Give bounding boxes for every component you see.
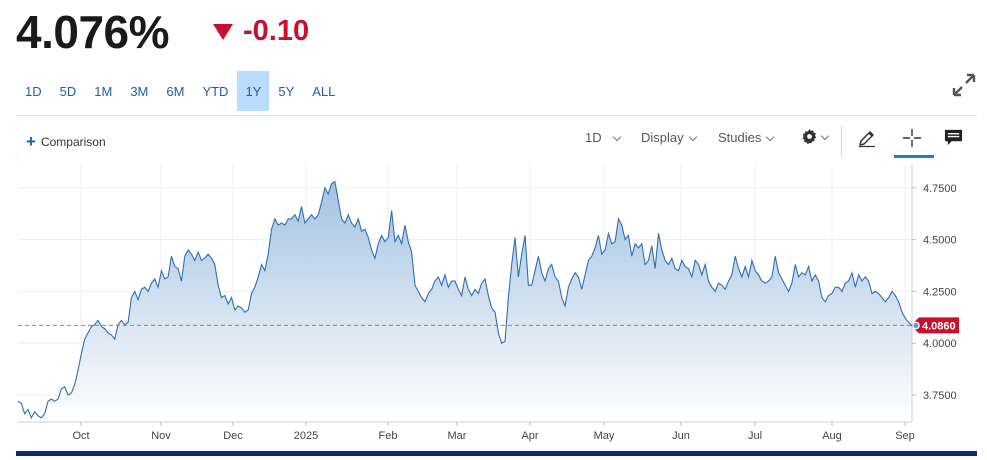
chevron-down-icon (612, 132, 621, 141)
comparison-button[interactable]: + Comparison (26, 132, 106, 151)
x-tick-label: Feb (379, 430, 398, 442)
y-tick-label: 4.0000 (923, 338, 957, 350)
range-tab-5y[interactable]: 5Y (278, 83, 295, 99)
change-value: -0.10 (243, 15, 310, 47)
expand-icon[interactable] (951, 72, 977, 98)
y-tick-label: 3.7500 (923, 390, 957, 402)
range-tab-all[interactable]: ALL (312, 83, 336, 99)
range-tab-6m[interactable]: 6M (166, 83, 185, 99)
range-tab-1d[interactable]: 1D (25, 83, 42, 99)
x-tick-label: Sep (895, 430, 915, 442)
y-tick-label: 4.5000 (923, 235, 957, 247)
plus-icon: + (26, 132, 36, 151)
x-tick-label: Jun (672, 430, 690, 442)
x-tick-label: Oct (72, 430, 89, 442)
range-tabs: 1D 5D 1M 3M 6M YTD 1Y 5Y ALL (16, 71, 344, 111)
bottom-bar (16, 451, 977, 456)
last-value-badge: 4.0860 (911, 317, 959, 334)
range-tab-5d[interactable]: 5D (59, 83, 77, 99)
chevron-down-icon (820, 131, 830, 140)
quote-change: -0.10 (213, 14, 309, 48)
series-area (18, 181, 912, 422)
y-tick-label: 4.7500 (923, 183, 957, 195)
crosshair-icon[interactable] (902, 128, 922, 148)
range-tab-3m[interactable]: 3M (130, 83, 149, 99)
quote-value: 4.076% (16, 6, 170, 58)
range-tab-1m[interactable]: 1M (94, 83, 113, 99)
display-dropdown[interactable]: Display (641, 130, 697, 145)
down-triangle-icon (213, 24, 233, 40)
chevron-down-icon (688, 132, 697, 141)
settings-dropdown[interactable] (801, 128, 830, 145)
toolbar-vertical-divider (841, 125, 842, 157)
display-label: Display (641, 130, 684, 145)
x-tick-label: Dec (223, 430, 243, 442)
studies-dropdown[interactable]: Studies (718, 130, 775, 145)
range-tab-1y[interactable]: 1Y (237, 71, 270, 111)
interval-dropdown[interactable]: 1D (585, 130, 621, 145)
x-tick-label: Nov (151, 430, 171, 442)
x-tick-label: Mar (448, 430, 467, 442)
toolbar-divider (16, 115, 977, 116)
x-tick-label: Apr (521, 430, 538, 442)
price-chart[interactable]: 4.7500 4.5000 4.2500 4.0000 3.7500 Oct Nov Dec 2… (0, 160, 987, 450)
y-tick-label: 4.2500 (923, 286, 957, 298)
x-tick-label: May (594, 430, 615, 442)
series-line (17, 180, 913, 420)
chevron-down-icon (766, 132, 775, 141)
range-tab-ytd[interactable]: YTD (202, 83, 229, 99)
comment-icon[interactable] (944, 128, 963, 147)
studies-label: Studies (718, 130, 762, 145)
x-tick-label: Jul (748, 430, 762, 442)
crosshair-active-indicator (894, 155, 934, 158)
last-value-label: 4.0860 (922, 320, 956, 332)
comparison-label: Comparison (40, 135, 106, 149)
x-tick-label: Aug (822, 430, 842, 442)
pencil-icon[interactable] (857, 128, 877, 148)
gear-icon (802, 129, 817, 145)
interval-label: 1D (585, 130, 602, 145)
x-tick-label: 2025 (294, 430, 318, 442)
